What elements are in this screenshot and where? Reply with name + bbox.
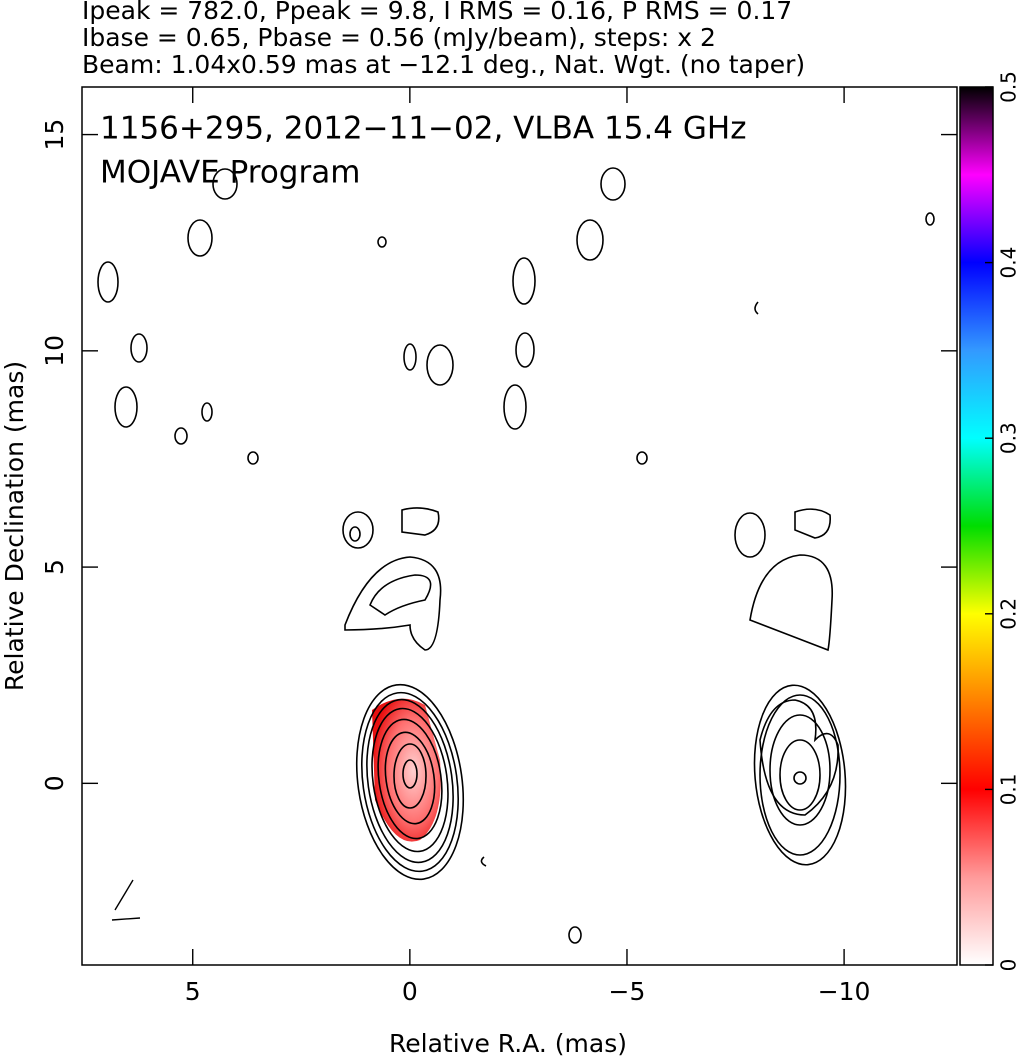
y-tick-label: 5	[40, 559, 69, 575]
colorbar-tick-label: 0.2	[997, 598, 1021, 630]
title-line: Ibase = 0.65, Pbase = 0.56 (mJy/beam), s…	[82, 23, 716, 52]
y-axis-label: Relative Declination (mas)	[0, 361, 29, 691]
y-tick-label: 15	[40, 119, 69, 151]
annotation: 1156+295, 2012−11−02, VLBA 15.4 GHz	[100, 111, 746, 147]
title-line: Beam: 1.04x0.59 mas at −12.1 deg., Nat. …	[82, 50, 805, 79]
title-line: Ipeak = 782.0, Ppeak = 9.8, I RMS = 0.16…	[82, 0, 792, 25]
colorbar	[959, 86, 994, 966]
colorbar-tick-label: 0.3	[997, 422, 1021, 454]
x-tick-label: −10	[818, 977, 871, 1006]
x-axis-label: Relative R.A. (mas)	[389, 1029, 627, 1058]
colorbar-tick-label: 0	[997, 959, 1021, 972]
colorbar-tick-label: 0.4	[997, 247, 1021, 279]
plot-frame	[81, 86, 958, 966]
colorbar-tick-label: 0.1	[997, 773, 1021, 805]
x-tick-label: 5	[185, 977, 201, 1006]
beam	[114, 879, 134, 911]
colorbar-tick-label: 0.5	[997, 71, 1021, 103]
y-tick-label: 10	[40, 335, 69, 367]
x-tick-label: 0	[402, 977, 418, 1006]
y-tick-label: 0	[40, 775, 69, 791]
x-tick-label: −5	[609, 977, 646, 1006]
annotation: MOJAVE Program	[100, 155, 360, 191]
contours	[97, 167, 935, 944]
